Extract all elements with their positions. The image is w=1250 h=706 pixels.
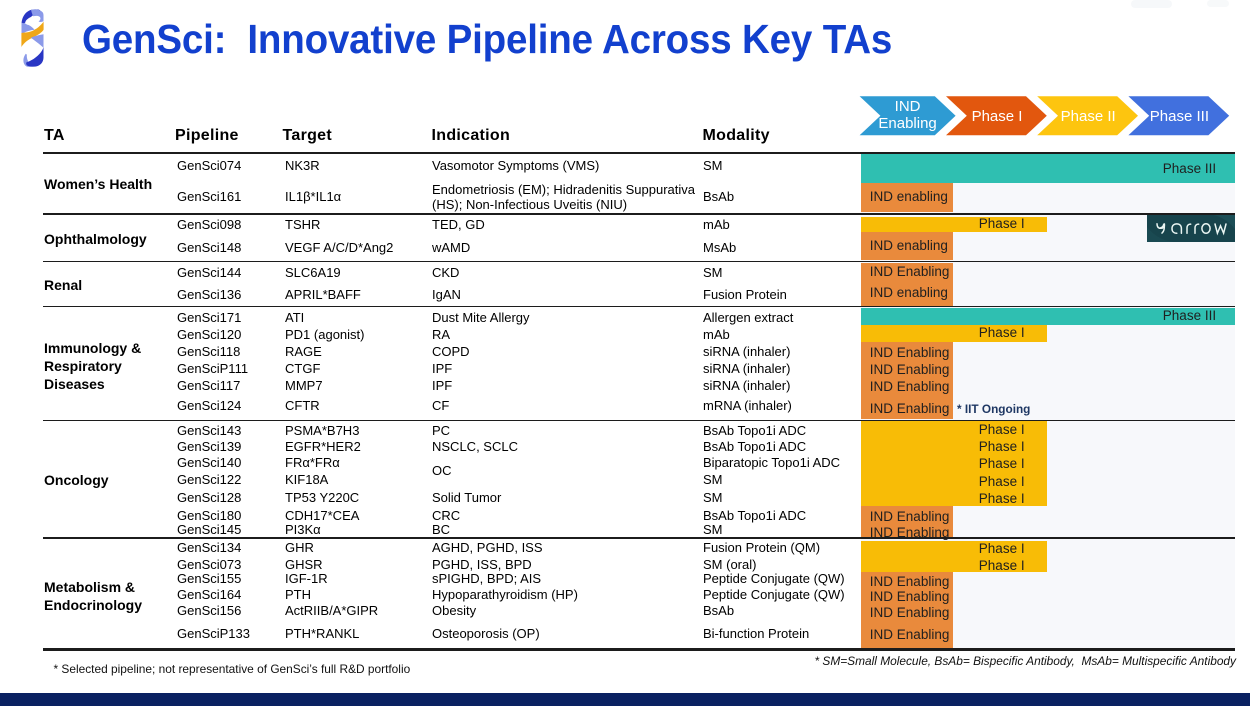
svg-text:IND: IND xyxy=(895,98,921,115)
svg-text:Phase III: Phase III xyxy=(1150,107,1209,124)
svg-text:Phase II: Phase II xyxy=(1061,107,1116,124)
svg-text:Enabling: Enabling xyxy=(878,115,936,132)
svg-text:Phase I: Phase I xyxy=(972,107,1023,124)
